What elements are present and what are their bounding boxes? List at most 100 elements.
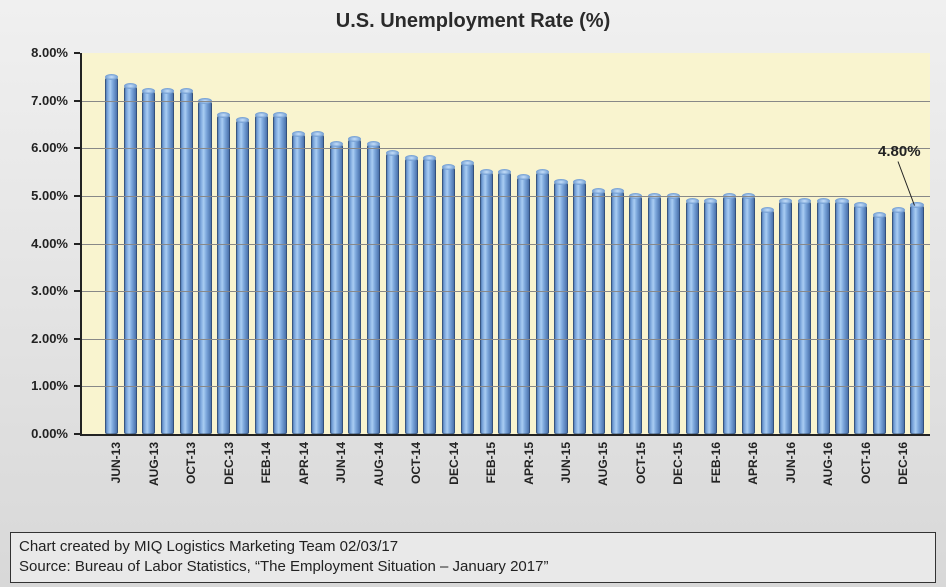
x-tick-slot: AUG-16 bbox=[812, 436, 831, 506]
bar-slot bbox=[495, 172, 514, 434]
bar-slot bbox=[139, 91, 158, 434]
x-tick-slot bbox=[643, 436, 662, 506]
gridline bbox=[82, 291, 930, 292]
bar bbox=[498, 172, 511, 434]
x-tick-slot: APR-15 bbox=[512, 436, 531, 506]
y-tick-label: 8.00% bbox=[10, 45, 68, 60]
x-tick-slot bbox=[568, 436, 587, 506]
bar-slot bbox=[833, 201, 852, 434]
y-tick-label: 4.00% bbox=[10, 236, 68, 251]
x-tick-slot bbox=[119, 436, 138, 506]
bar bbox=[573, 182, 586, 434]
x-tick-slot: OCT-15 bbox=[625, 436, 644, 506]
x-tick-slot: JUN-14 bbox=[325, 436, 344, 506]
gridline bbox=[82, 196, 930, 197]
bar bbox=[461, 163, 474, 434]
y-tick-mark bbox=[74, 290, 80, 292]
x-tick-slot: OCT-16 bbox=[849, 436, 868, 506]
chart-title: U.S. Unemployment Rate (%) bbox=[10, 10, 936, 33]
bar-slot bbox=[458, 163, 477, 434]
bar bbox=[779, 201, 792, 434]
x-tick-slot: FEB-15 bbox=[475, 436, 494, 506]
bar bbox=[742, 196, 755, 434]
chart-footer: Chart created by MIQ Logistics Marketing… bbox=[10, 532, 936, 583]
bar-slot bbox=[308, 134, 327, 434]
x-axis-labels: JUN-13AUG-13OCT-13DEC-13FEB-14APR-14JUN-… bbox=[100, 436, 924, 506]
x-tick-slot: OCT-14 bbox=[400, 436, 419, 506]
y-tick-mark bbox=[74, 52, 80, 54]
bar bbox=[180, 91, 193, 434]
x-tick-slot bbox=[306, 436, 325, 506]
bar-slot bbox=[289, 134, 308, 434]
x-tick-slot: OCT-13 bbox=[175, 436, 194, 506]
bar-slot bbox=[121, 86, 140, 434]
bar bbox=[592, 191, 605, 434]
bar-slot bbox=[776, 201, 795, 434]
bar bbox=[873, 215, 886, 434]
bar-slot bbox=[739, 196, 758, 434]
bar bbox=[817, 201, 830, 434]
bar bbox=[330, 144, 343, 435]
bar bbox=[367, 144, 380, 435]
x-tick-slot bbox=[493, 436, 512, 506]
bar-slot bbox=[402, 158, 421, 434]
bar bbox=[480, 172, 493, 434]
bar-slot bbox=[570, 182, 589, 434]
y-tick-mark bbox=[74, 338, 80, 340]
y-tick-mark bbox=[74, 385, 80, 387]
bar-slot bbox=[702, 201, 721, 434]
bar bbox=[423, 158, 436, 434]
plot-background bbox=[80, 53, 930, 436]
bar-slot bbox=[851, 205, 870, 434]
bar bbox=[292, 134, 305, 434]
x-tick-slot bbox=[156, 436, 175, 506]
bar-slot bbox=[608, 191, 627, 434]
y-tick-mark bbox=[74, 433, 80, 435]
x-tick-slot bbox=[381, 436, 400, 506]
x-tick-slot bbox=[718, 436, 737, 506]
y-tick-label: 1.00% bbox=[10, 378, 68, 393]
bar bbox=[723, 196, 736, 434]
y-tick-mark bbox=[74, 100, 80, 102]
bar-slot bbox=[645, 196, 664, 434]
bar-slot bbox=[795, 201, 814, 434]
y-tick-label: 3.00% bbox=[10, 283, 68, 298]
x-tick-slot: AUG-15 bbox=[587, 436, 606, 506]
bar bbox=[798, 201, 811, 434]
gridline bbox=[82, 386, 930, 387]
x-tick-slot: DEC-15 bbox=[662, 436, 681, 506]
bar-slot bbox=[177, 91, 196, 434]
gridline bbox=[82, 148, 930, 149]
x-tick-slot: DEC-14 bbox=[437, 436, 456, 506]
x-tick-slot: JUN-13 bbox=[100, 436, 119, 506]
footer-line-1: Chart created by MIQ Logistics Marketing… bbox=[19, 537, 927, 557]
x-tick-slot bbox=[231, 436, 250, 506]
bar bbox=[910, 205, 923, 434]
bar-slot bbox=[870, 215, 889, 434]
bar bbox=[348, 139, 361, 434]
x-tick-slot bbox=[756, 436, 775, 506]
bar bbox=[142, 91, 155, 434]
x-tick-slot: AUG-14 bbox=[362, 436, 381, 506]
bar bbox=[667, 196, 680, 434]
bar bbox=[442, 167, 455, 434]
bar-slot bbox=[514, 177, 533, 434]
gridline bbox=[82, 339, 930, 340]
bar-slot bbox=[683, 201, 702, 434]
y-tick-label: 5.00% bbox=[10, 188, 68, 203]
x-tick-slot: FEB-14 bbox=[250, 436, 269, 506]
x-tick-slot: DEC-16 bbox=[887, 436, 906, 506]
bar-slot bbox=[158, 91, 177, 434]
y-tick-mark bbox=[74, 195, 80, 197]
bar-slot bbox=[664, 196, 683, 434]
x-tick-slot bbox=[681, 436, 700, 506]
bar-slot bbox=[364, 144, 383, 435]
y-tick-label: 7.00% bbox=[10, 93, 68, 108]
bar-slot bbox=[533, 172, 552, 434]
x-tick-slot bbox=[418, 436, 437, 506]
y-tick-mark bbox=[74, 243, 80, 245]
bar-slot bbox=[346, 139, 365, 434]
bar bbox=[611, 191, 624, 434]
bar-slot bbox=[327, 144, 346, 435]
bar-slot bbox=[589, 191, 608, 434]
